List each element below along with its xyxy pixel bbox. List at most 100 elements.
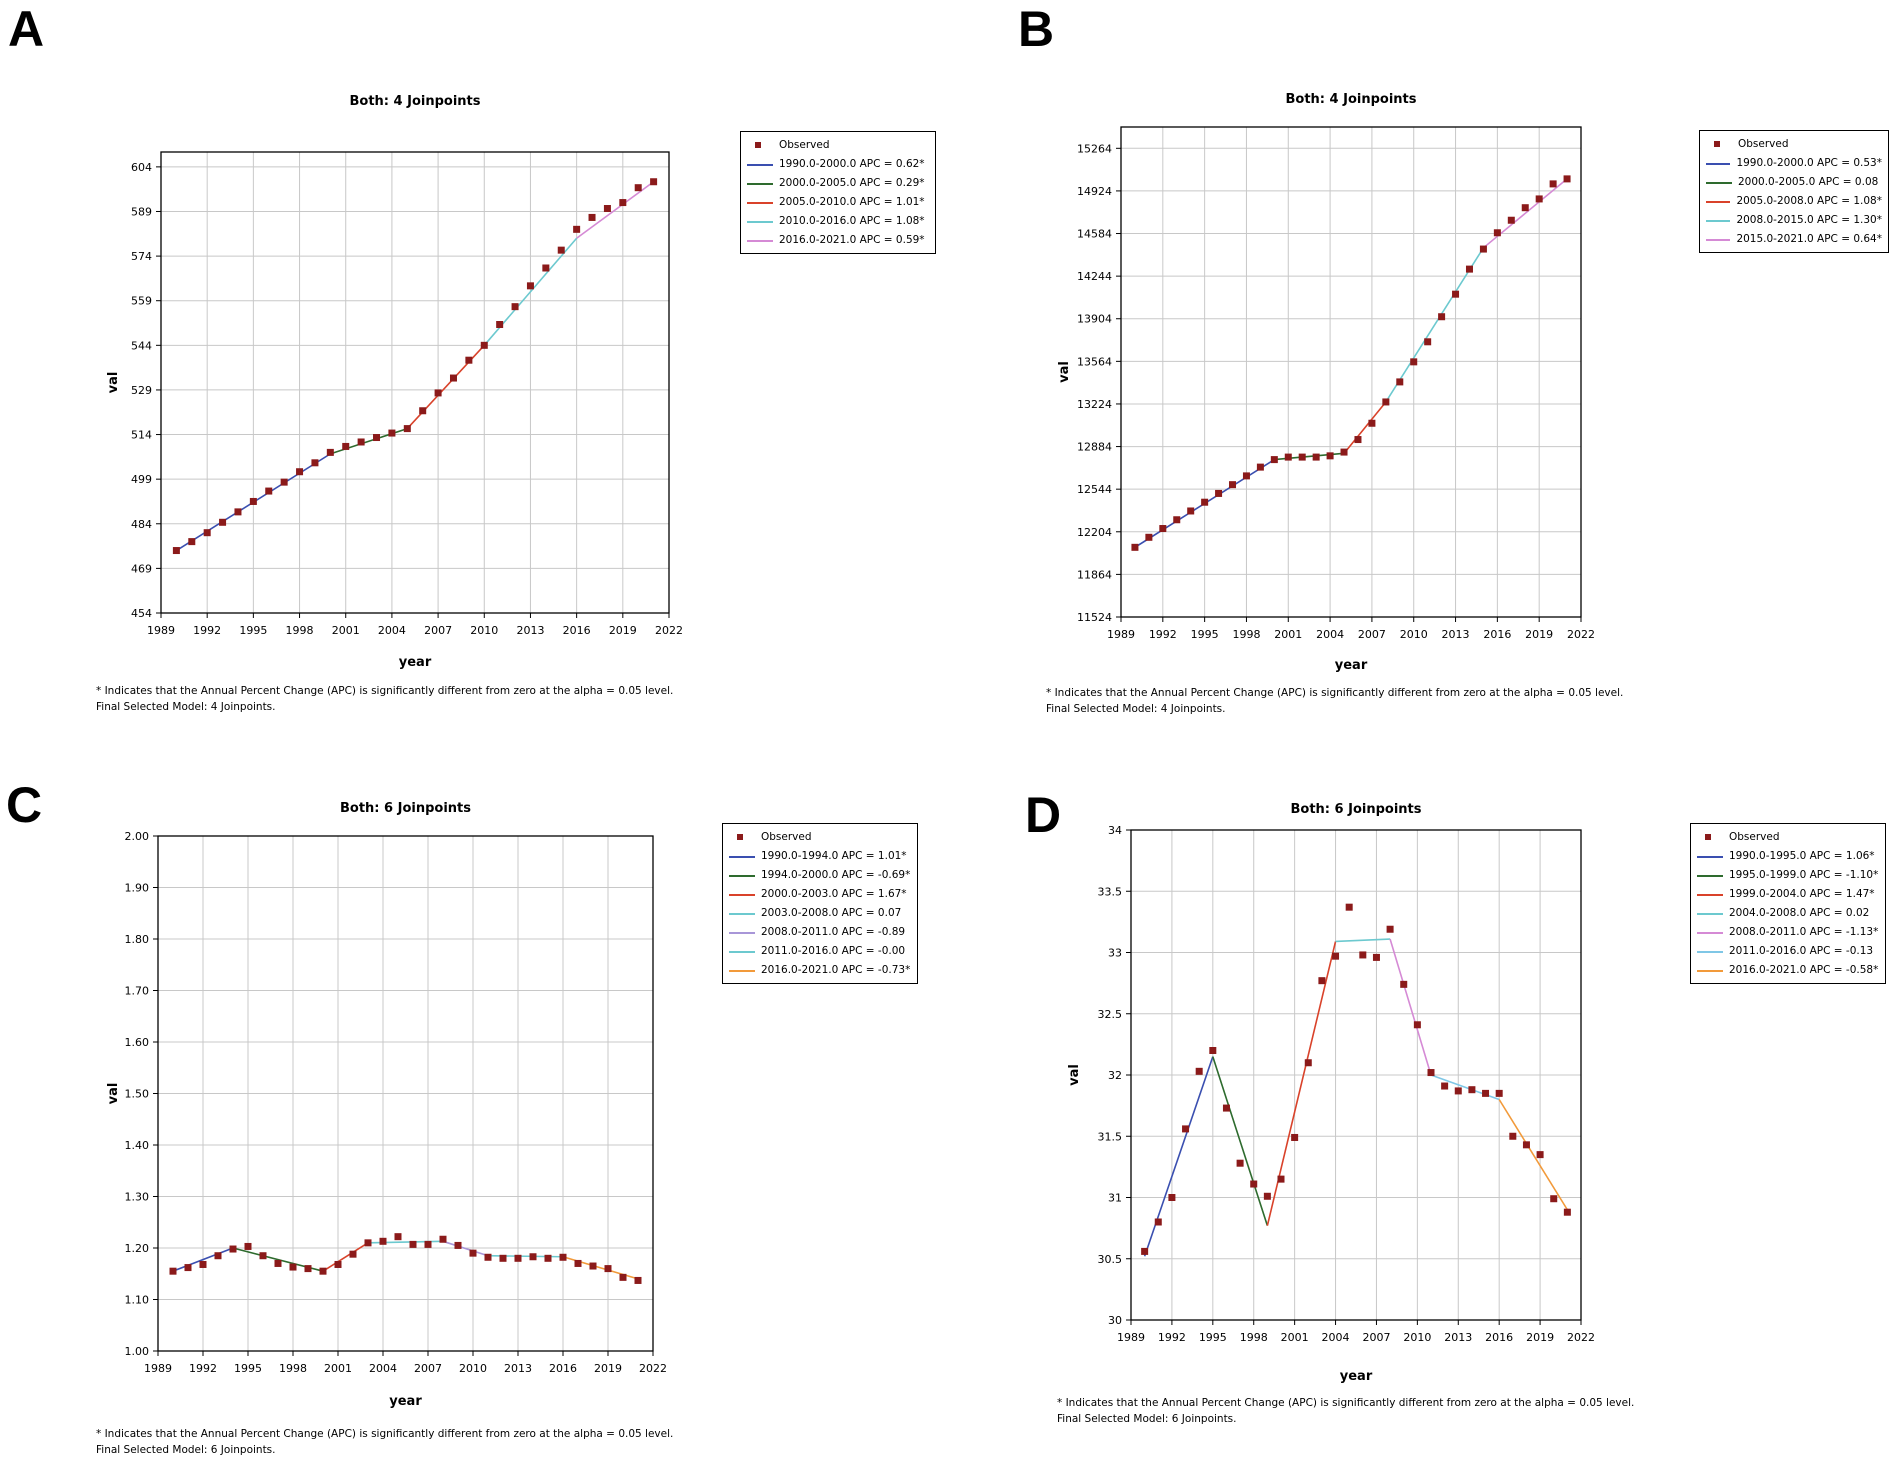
observed-point — [1159, 525, 1167, 533]
observed-point — [619, 199, 627, 207]
y-tick-label: 14924 — [1077, 185, 1112, 198]
x-tick-label: 2004 — [369, 1362, 397, 1375]
observed-point — [1482, 1089, 1490, 1097]
observed-point — [1229, 481, 1237, 489]
y-tick-label: 33.5 — [1098, 885, 1123, 898]
panel-d: D Both: 6 Joinpoints 1989 1992 1995 1998 2001… — [951, 730, 1902, 1465]
observed-point — [1535, 195, 1543, 203]
observed-point — [1359, 951, 1367, 959]
y-tick-label: 1.10 — [125, 1294, 150, 1307]
legend-item: 1990.0-1995.0 APC = 1.06* — [1697, 847, 1879, 866]
legend-label: 2005.0-2010.0 APC = 1.01* — [779, 196, 925, 208]
observed-point — [388, 429, 396, 437]
legend-swatch — [729, 969, 755, 972]
y-tick-label: 1.80 — [125, 933, 150, 946]
x-tick-label: 1992 — [1158, 1331, 1186, 1344]
legend-swatch — [1706, 162, 1731, 165]
legend-item: 1990.0-1994.0 APC = 1.01* — [729, 847, 911, 866]
legend-swatch — [747, 182, 773, 185]
observed-point — [529, 1253, 537, 1261]
x-tick-label: 1989 — [144, 1362, 172, 1375]
observed-point — [1250, 1180, 1258, 1188]
y-tick-label: 454 — [131, 607, 152, 620]
observed-point — [526, 282, 534, 290]
y-tick-label: 12204 — [1077, 526, 1112, 539]
chart-title: Both: 6 Joinpoints — [340, 801, 471, 816]
legend-label: 2015.0-2021.0 APC = 0.64* — [1736, 233, 1882, 245]
chart-title: Both: 4 Joinpoints — [350, 94, 481, 109]
x-tick-label: 2007 — [1358, 628, 1386, 641]
observed-point — [1509, 1132, 1517, 1140]
legend-swatch — [1697, 855, 1723, 858]
y-axis-label: val — [106, 1083, 121, 1105]
series-line — [1385, 247, 1485, 403]
observed-point — [1468, 1086, 1476, 1094]
observed-point — [1507, 216, 1515, 224]
legend-item-observed: Observed — [1697, 828, 1879, 847]
series-line — [1482, 178, 1568, 249]
x-tick-label: 2016 — [1485, 1331, 1513, 1344]
chart-title: Both: 6 Joinpoints — [1291, 802, 1422, 817]
observed-point — [184, 1264, 192, 1272]
legend-swatch — [729, 931, 755, 934]
y-tick-label: 1.50 — [125, 1088, 150, 1101]
legend-swatch — [729, 912, 755, 915]
observed-point — [1195, 1067, 1203, 1075]
legend-marker — [729, 828, 755, 847]
x-tick-label: 2016 — [1483, 628, 1511, 641]
observed-point — [1291, 1133, 1299, 1141]
observed-point — [1326, 452, 1334, 460]
x-tick-label: 2001 — [324, 1362, 352, 1375]
y-tick-label: 13904 — [1077, 313, 1112, 326]
observed-point — [1410, 358, 1418, 366]
footnote-significance: * Indicates that the Annual Percent Chan… — [96, 685, 674, 697]
observed-point — [514, 1254, 522, 1262]
legend-swatch — [1697, 969, 1723, 972]
observed-point — [349, 1250, 357, 1258]
observed-point — [589, 1262, 597, 1270]
x-tick-label: 2004 — [1322, 1331, 1350, 1344]
x-tick-label: 1989 — [1117, 1331, 1145, 1344]
series-line — [172, 1247, 234, 1272]
observed-point — [1396, 378, 1404, 386]
observed-point — [1304, 1059, 1312, 1067]
observed-point — [1318, 977, 1326, 985]
x-tick-label: 2001 — [332, 624, 360, 637]
observed-point — [1424, 338, 1432, 346]
x-tick-label: 2016 — [563, 624, 591, 637]
legend-label: 1994.0-2000.0 APC = -0.69* — [761, 869, 911, 881]
observed-point — [480, 341, 488, 349]
x-axis-label: year — [1340, 1369, 1373, 1384]
footnote-significance: * Indicates that the Annual Percent Chan… — [1057, 1397, 1635, 1409]
legend-swatch — [1706, 219, 1731, 222]
legend-swatch — [1697, 931, 1723, 934]
observed-point — [219, 518, 227, 526]
observed-point — [1479, 245, 1487, 253]
legend-item: 2010.0-2016.0 APC = 1.08* — [747, 212, 929, 231]
x-tick-label: 2010 — [1400, 628, 1428, 641]
x-tick-label: 2016 — [549, 1362, 577, 1375]
chart-plot: Both: 4 Joinpoints 1989 1992 1995 1998 2001 20… — [106, 94, 683, 670]
x-tick-label: 1995 — [234, 1362, 262, 1375]
panel-b: B Both: 4 Joinpoints 1989 1992 1995 1998 2001… — [951, 0, 1902, 730]
observed-point — [1141, 1247, 1149, 1255]
legend-swatch — [747, 220, 773, 223]
legend-item: 2016.0-2021.0 APC = -0.58* — [1697, 961, 1879, 980]
plot-frame — [1120, 126, 1582, 618]
legend-item: 2000.0-2003.0 APC = 1.67* — [729, 885, 911, 904]
legend-swatch — [1706, 200, 1731, 203]
legend-swatch — [1697, 950, 1723, 953]
y-axis-label: val — [1057, 361, 1072, 383]
observed-point — [188, 538, 196, 546]
x-tick-label: 1998 — [1232, 628, 1260, 641]
observed-point — [1277, 1175, 1285, 1183]
legend-label: 1995.0-1999.0 APC = -1.10* — [1729, 869, 1879, 881]
chart-plot: Both: 6 Joinpoints 1989 1992 1995 1998 2001 20… — [1067, 802, 1595, 1384]
y-tick-label: 11864 — [1077, 568, 1112, 581]
observed-point — [1263, 1192, 1271, 1200]
observed-point — [199, 1260, 207, 1268]
y-tick-label: 484 — [131, 518, 152, 531]
y-tick-label: 604 — [131, 161, 152, 174]
legend-swatch — [747, 201, 773, 204]
legend-swatch — [729, 855, 755, 858]
